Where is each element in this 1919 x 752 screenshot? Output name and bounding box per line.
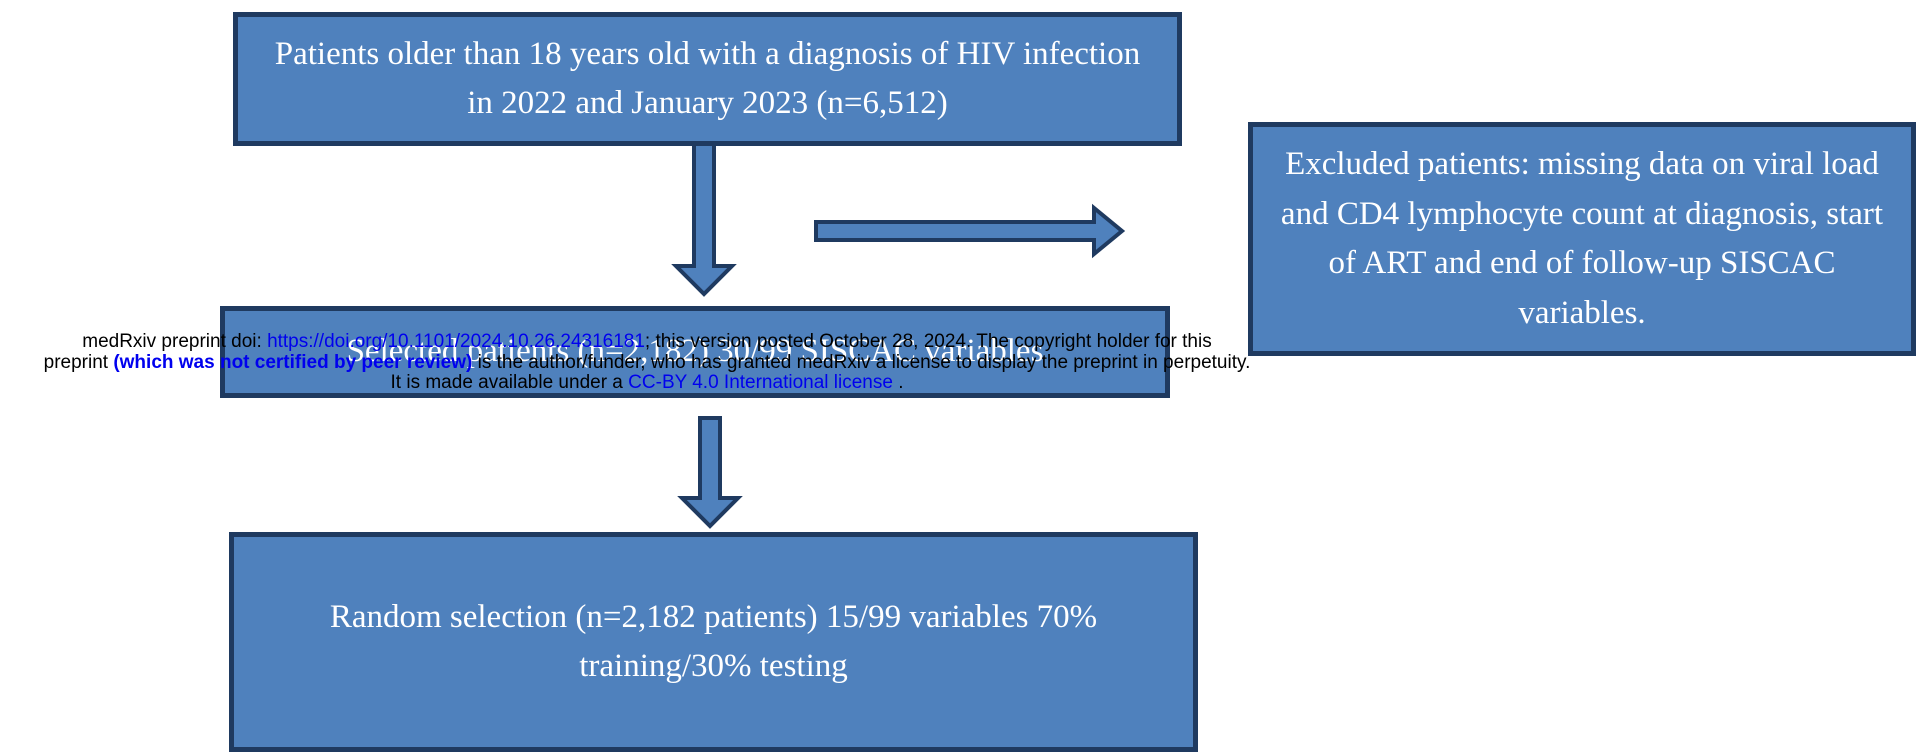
flow-box: Random selection (n=2,182 patients) 15/9… <box>229 532 1198 752</box>
notice-emphasis: (which was not certified by peer review) <box>113 351 473 373</box>
arrow-right <box>814 203 1126 259</box>
flow-box: Excluded patients: missing data on viral… <box>1248 122 1916 356</box>
notice-text: ; this version posted October 28, 2024. … <box>644 331 1212 352</box>
arrow-down <box>677 416 743 529</box>
doi-link[interactable]: https://doi.org/10.1101/2024.10.26.24316… <box>267 331 645 352</box>
flow-box: Patients older than 18 years old with a … <box>233 12 1182 146</box>
notice-text: . <box>898 372 904 393</box>
notice-text: It is made available under a <box>390 372 623 393</box>
notice-text: medRxiv preprint doi: <box>82 331 262 352</box>
preprint-notice: medRxiv preprint doi: https://doi.org/10… <box>2 331 1292 394</box>
arrow-down <box>671 122 737 297</box>
flow-box: Selected patients (n=2,182) 30/99 SISCAC… <box>220 306 1170 398</box>
notice-text: preprint <box>43 351 109 373</box>
license-link[interactable]: CC-BY 4.0 International license <box>628 372 893 393</box>
notice-text: is the author/funder, who has granted me… <box>477 351 1251 373</box>
